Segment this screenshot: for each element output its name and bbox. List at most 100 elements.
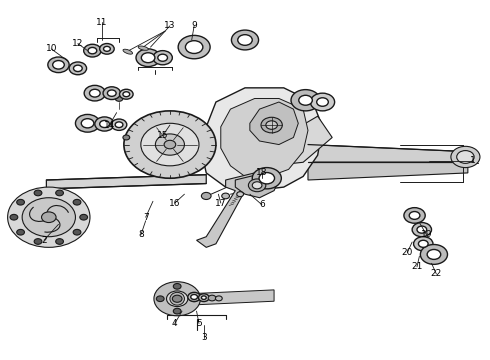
Polygon shape [250, 102, 298, 145]
Text: 14: 14 [104, 121, 115, 130]
Circle shape [155, 134, 184, 155]
Circle shape [173, 283, 181, 289]
Circle shape [457, 150, 474, 163]
Circle shape [120, 89, 133, 99]
Circle shape [103, 46, 110, 51]
Circle shape [172, 295, 182, 302]
Text: 6: 6 [259, 200, 265, 209]
Polygon shape [221, 99, 308, 176]
Circle shape [81, 119, 94, 128]
Polygon shape [201, 88, 322, 191]
Circle shape [124, 111, 216, 178]
Circle shape [237, 192, 244, 197]
Text: 22: 22 [431, 269, 442, 278]
Text: 16: 16 [169, 198, 180, 207]
Circle shape [153, 51, 172, 65]
Circle shape [69, 62, 87, 75]
Circle shape [103, 87, 121, 100]
Circle shape [75, 114, 99, 132]
Circle shape [90, 89, 100, 97]
Circle shape [17, 229, 24, 235]
Circle shape [158, 54, 168, 61]
Circle shape [414, 237, 433, 251]
Polygon shape [308, 145, 468, 162]
Circle shape [56, 190, 63, 196]
Text: 5: 5 [196, 319, 202, 328]
Text: 19: 19 [421, 230, 432, 239]
Circle shape [123, 135, 130, 140]
Circle shape [99, 121, 109, 127]
Text: 13: 13 [164, 21, 175, 30]
Circle shape [409, 212, 420, 219]
Text: 10: 10 [46, 44, 57, 53]
Circle shape [95, 117, 114, 131]
Circle shape [427, 249, 441, 260]
Text: 17: 17 [215, 198, 226, 207]
Circle shape [10, 215, 18, 220]
Polygon shape [196, 290, 274, 305]
Circle shape [201, 192, 211, 199]
Circle shape [34, 239, 42, 244]
Ellipse shape [170, 292, 184, 305]
Text: 7: 7 [143, 213, 148, 222]
Circle shape [115, 96, 123, 101]
Circle shape [73, 229, 81, 235]
Circle shape [123, 92, 130, 97]
Circle shape [238, 35, 252, 45]
Text: 2: 2 [41, 236, 47, 245]
Text: 21: 21 [411, 262, 423, 271]
Circle shape [173, 308, 181, 314]
Circle shape [88, 48, 97, 54]
Circle shape [259, 172, 274, 184]
Circle shape [115, 122, 123, 127]
Text: 1: 1 [470, 156, 476, 165]
Text: 8: 8 [138, 230, 144, 239]
Circle shape [252, 182, 262, 189]
Circle shape [404, 208, 425, 223]
Circle shape [99, 44, 114, 54]
Text: 9: 9 [191, 21, 197, 30]
Circle shape [417, 226, 427, 233]
Circle shape [418, 240, 428, 247]
Circle shape [84, 85, 105, 101]
Circle shape [231, 30, 259, 50]
Circle shape [73, 199, 81, 205]
Circle shape [8, 187, 90, 247]
Circle shape [80, 215, 88, 220]
Text: 12: 12 [72, 39, 84, 48]
Text: 4: 4 [172, 319, 177, 328]
Circle shape [188, 292, 200, 302]
Circle shape [310, 93, 335, 111]
Circle shape [222, 193, 229, 199]
Circle shape [208, 295, 216, 301]
Circle shape [53, 60, 64, 69]
Circle shape [216, 296, 222, 301]
Circle shape [42, 212, 56, 222]
Circle shape [178, 35, 210, 59]
Text: 18: 18 [256, 168, 268, 177]
Circle shape [299, 95, 312, 105]
Circle shape [56, 239, 63, 244]
Text: 15: 15 [157, 131, 169, 140]
Circle shape [84, 44, 101, 57]
Circle shape [164, 140, 176, 149]
Circle shape [291, 90, 320, 111]
Circle shape [451, 146, 480, 168]
Polygon shape [47, 175, 206, 189]
Circle shape [261, 117, 282, 133]
Circle shape [317, 98, 328, 106]
Circle shape [167, 291, 188, 306]
Ellipse shape [123, 49, 132, 54]
Polygon shape [196, 173, 265, 247]
Circle shape [22, 198, 75, 237]
Circle shape [107, 90, 116, 96]
Circle shape [420, 244, 447, 264]
Circle shape [111, 119, 127, 130]
Circle shape [17, 199, 24, 205]
Circle shape [141, 123, 199, 166]
Text: 3: 3 [201, 333, 207, 342]
Circle shape [266, 121, 277, 129]
Circle shape [136, 49, 160, 67]
Circle shape [198, 294, 209, 302]
Circle shape [412, 222, 432, 237]
